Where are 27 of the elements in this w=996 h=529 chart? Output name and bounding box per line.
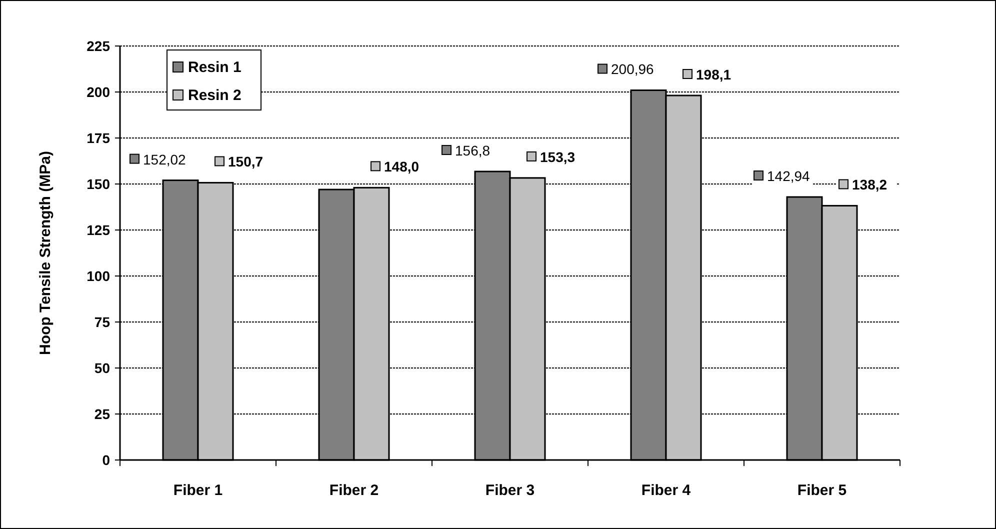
data-label: 138,2 bbox=[852, 176, 888, 193]
y-tick-label: 175 bbox=[86, 130, 110, 146]
legend-label: Resin 1 bbox=[188, 59, 242, 76]
data-label: 153,3 bbox=[540, 148, 576, 165]
y-tick-label: 225 bbox=[86, 38, 110, 54]
x-tick-label: Fiber 5 bbox=[797, 482, 847, 499]
data-label: 148,0 bbox=[384, 158, 420, 175]
data-label: 156,8 bbox=[455, 142, 490, 158]
data-label: 152,02 bbox=[143, 151, 186, 168]
data-label: 150,7 bbox=[228, 154, 264, 170]
legend-label: Resin 2 bbox=[188, 87, 242, 104]
x-tick-label: Fiber 2 bbox=[329, 482, 379, 499]
data-label: 200,96 bbox=[611, 61, 654, 78]
y-axis-title: Hoop Tensile Strength (MPa) bbox=[37, 151, 54, 355]
x-tick-label: Fiber 4 bbox=[641, 482, 692, 499]
y-tick-label: 100 bbox=[86, 268, 110, 284]
y-tick-label: 200 bbox=[86, 84, 110, 100]
y-tick-label: 25 bbox=[94, 406, 110, 422]
x-tick-label: Fiber 3 bbox=[485, 482, 535, 499]
y-tick-label: 0 bbox=[102, 452, 110, 468]
data-label: 198,1 bbox=[696, 66, 732, 82]
y-tick-label: 75 bbox=[94, 314, 110, 330]
x-tick-label: Fiber 1 bbox=[173, 482, 223, 499]
y-tick-label: 50 bbox=[94, 360, 110, 376]
y-tick-label: 125 bbox=[86, 222, 110, 238]
data-label: 142,94 bbox=[767, 168, 810, 184]
y-tick-label: 150 bbox=[86, 176, 110, 192]
